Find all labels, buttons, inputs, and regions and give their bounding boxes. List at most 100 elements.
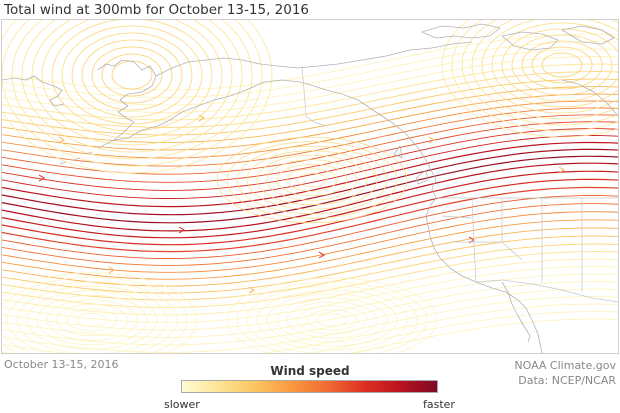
streamline: [2, 33, 618, 91]
flow-arrow-icon: [248, 286, 255, 294]
credit: NOAA Climate.gov Data: NCEP/NCAR: [514, 358, 616, 388]
coastlines: [2, 23, 618, 353]
streamline: [2, 219, 618, 280]
streamline: [46, 299, 138, 341]
streamline: [316, 313, 348, 327]
streamline: [2, 48, 618, 106]
streamline: [236, 281, 428, 353]
flow-arrow-icon: [198, 114, 205, 122]
flow-arrow-icon: [108, 266, 115, 274]
flow-arrow-icon: [428, 136, 435, 144]
streamline: [266, 293, 398, 347]
wind-map: [1, 19, 619, 354]
streamline: [226, 277, 438, 353]
streamline: [51, 20, 213, 132]
streamline: [2, 20, 263, 167]
streamline: [541, 52, 583, 78]
streamline: [481, 20, 618, 114]
streamline: [2, 121, 618, 183]
streamline: [451, 20, 618, 132]
country-borders: [301, 65, 618, 303]
streamline: [2, 266, 618, 323]
streamline: [2, 86, 618, 143]
streamline: [2, 281, 618, 338]
streamline: [2, 227, 618, 287]
streamline: [2, 93, 618, 151]
streamline: [21, 20, 243, 153]
streamline: [2, 170, 618, 239]
streamline: [296, 172, 328, 188]
streamline: [286, 301, 378, 339]
date-caption: October 13-15, 2016: [4, 358, 119, 371]
streamline: [276, 163, 348, 197]
streamline: [2, 141, 618, 208]
streamline: [531, 46, 593, 84]
streamline: [31, 20, 233, 146]
streamline: [246, 150, 378, 210]
map-title: Total wind at 300mb for October 13-15, 2…: [4, 2, 310, 18]
streamline: [101, 53, 163, 97]
streamline: [441, 20, 618, 138]
flow-arrow-icon: [318, 251, 325, 259]
streamline: [521, 40, 603, 90]
streamline: [226, 141, 398, 219]
streamline: [256, 154, 368, 206]
legend-low-label: slower: [164, 398, 200, 411]
streamline: [16, 285, 168, 353]
credit-data: Data: NCEP/NCAR: [518, 374, 616, 387]
flow-arrow-icon: [558, 166, 565, 174]
legend-high-label: faster: [423, 398, 455, 411]
legend-title: Wind speed: [270, 364, 350, 378]
streamline: [471, 20, 618, 120]
streamline: [36, 294, 148, 346]
streamline: [66, 308, 118, 332]
streamline: [2, 272, 198, 353]
streamline: [2, 100, 618, 159]
streamline: [2, 273, 618, 331]
streamline: [296, 305, 368, 335]
streamline: [41, 20, 223, 139]
streamline: [216, 136, 408, 224]
streamline: [2, 155, 618, 224]
streamline: [111, 60, 153, 90]
streamline: [2, 63, 618, 121]
streamline: [2, 56, 618, 113]
streamline: [2, 243, 618, 301]
streamline: [306, 309, 358, 331]
streamline: [491, 22, 618, 108]
streamline: [256, 289, 408, 351]
streamline: [2, 258, 618, 316]
streamline: [2, 251, 618, 308]
streamline: [266, 159, 358, 201]
streamline: [81, 39, 183, 111]
streamline: [2, 311, 618, 353]
streamline: [76, 312, 108, 328]
streamline: [2, 203, 618, 266]
streamline: [2, 148, 618, 216]
streamline: [71, 32, 193, 118]
streamline: [91, 46, 173, 104]
streamline: [2, 128, 618, 191]
streamline: [461, 20, 618, 126]
streamline: [2, 41, 618, 98]
credit-source: NOAA Climate.gov: [514, 359, 616, 372]
legend-color-bar: [181, 380, 438, 393]
streamline: [236, 145, 388, 215]
flow-arrow-icon: [58, 136, 65, 144]
streamline: [2, 276, 188, 353]
wind-map-graphic: [2, 20, 618, 353]
streamline: [2, 114, 618, 175]
streamline: [61, 25, 203, 125]
flow-arrow-icon: [38, 174, 45, 182]
streamline: [501, 28, 618, 102]
streamline: [6, 281, 178, 353]
streamline: [2, 178, 618, 246]
streamline: [348, 318, 618, 353]
streamline: [511, 34, 613, 96]
streamline: [56, 303, 128, 337]
streamline: [2, 20, 273, 174]
streamline: [2, 78, 618, 136]
flow-arrow-icon: [178, 226, 185, 234]
streamline: [2, 211, 618, 273]
streamline: [26, 290, 158, 350]
